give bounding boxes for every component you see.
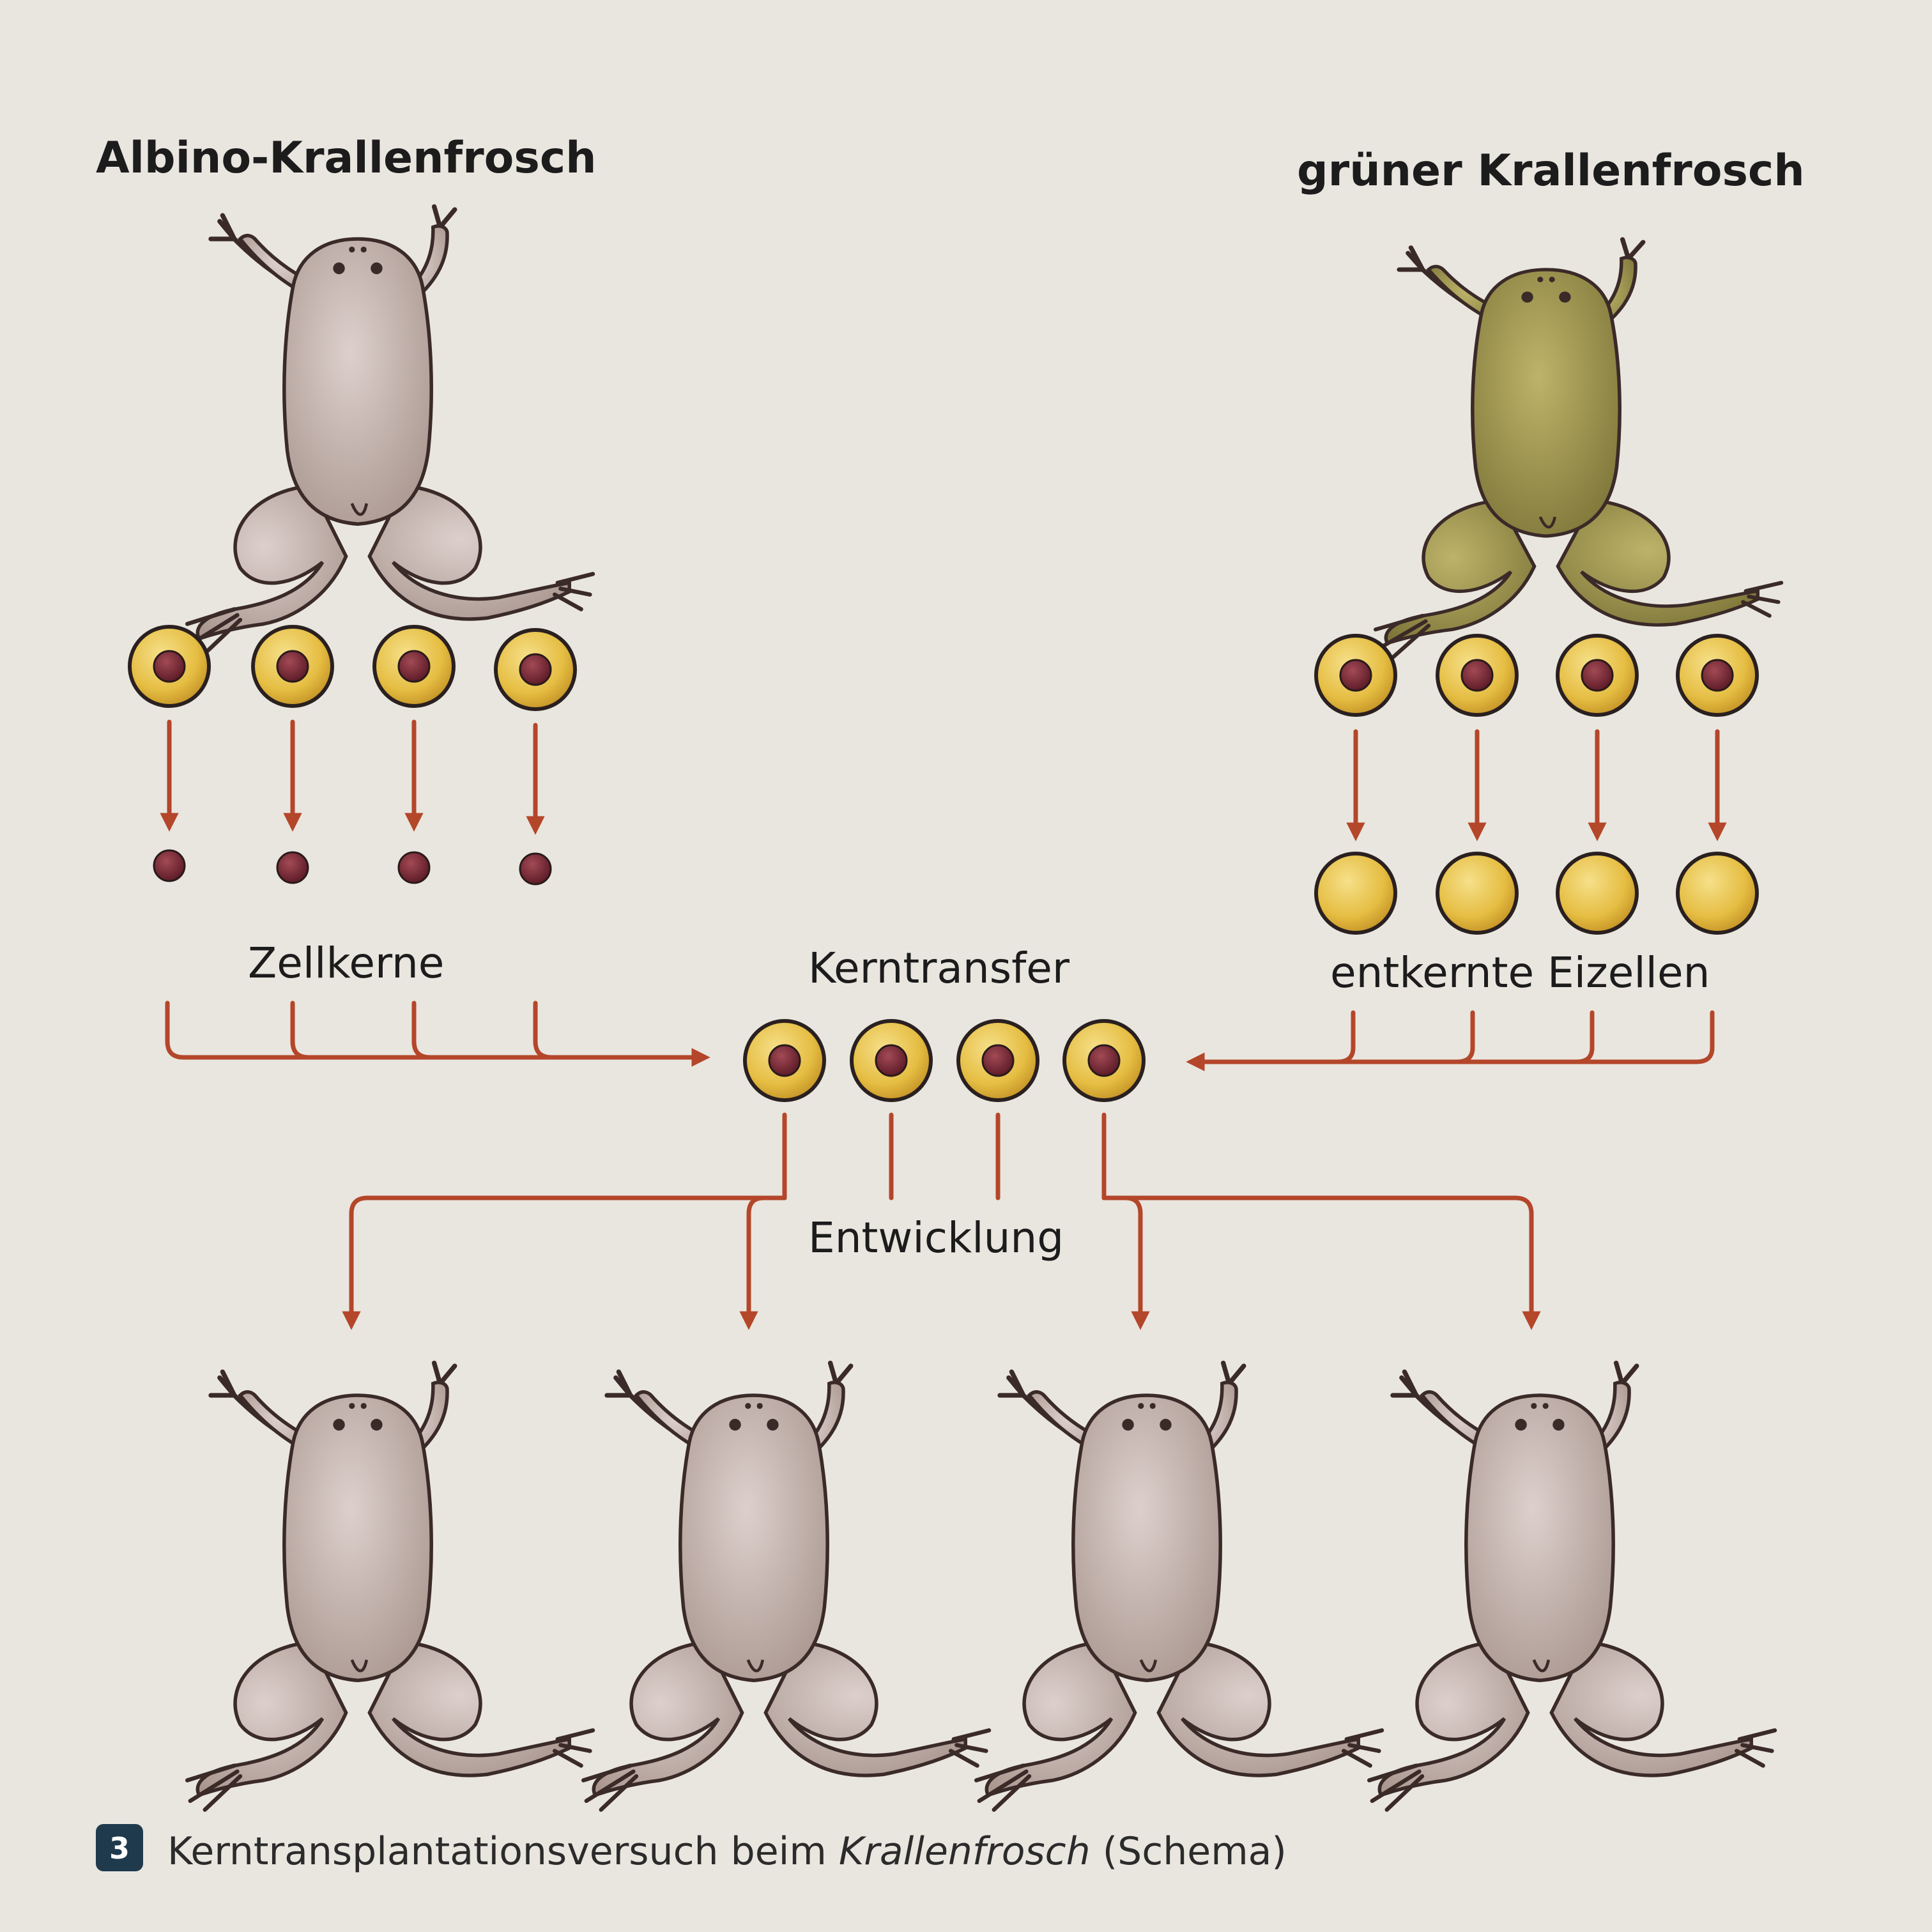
figure-caption-text: Kerntransplantationsversuch beim Krallen… [167,1829,1287,1874]
albino-frog-title: Albino-Krallenfrosch [96,133,597,183]
enucleation-arrows [1346,729,1727,841]
development-label: Entwicklung [808,1213,1064,1262]
offspring-frog [187,1363,593,1809]
transfer-label: Kerntransfer [808,944,1070,993]
enucleated-egg-cells [1316,854,1757,933]
nucleus-extraction-arrows [160,719,545,835]
green-frog [1376,240,1781,657]
albino-body-cells [130,627,575,709]
albino-frog [187,206,593,653]
offspring-frog [1369,1363,1775,1809]
green-egg-cells [1316,636,1757,715]
development-label-bg [802,1211,1083,1268]
enucleated-label: entkernte Eizellen [1330,948,1710,997]
extracted-nuclei [153,849,552,885]
offspring-frogs [187,1363,1775,1809]
caption-text-before: Kerntransplantationsversuch beim [167,1829,839,1874]
eggs-to-transfer-arrow [1186,1010,1715,1071]
offspring-frog [976,1363,1382,1809]
figure-number-badge [96,1824,143,1871]
nuclei-to-transfer-arrow [165,1000,710,1067]
transfer-cells [745,1021,1144,1100]
development-arrows [342,1112,1541,1330]
caption-text-italic: Krallenfrosch [839,1829,1091,1874]
nuclei-label: Zellkerne [248,939,444,988]
green-frog-title: grüner Krallenfrosch [1297,146,1805,196]
figure-number: 3 [109,1831,130,1866]
figure-caption: 3 Kerntransplantationsversuch beim Krall… [96,1824,1287,1874]
offspring-frog [583,1363,989,1809]
caption-text-after: (Schema) [1091,1829,1287,1874]
